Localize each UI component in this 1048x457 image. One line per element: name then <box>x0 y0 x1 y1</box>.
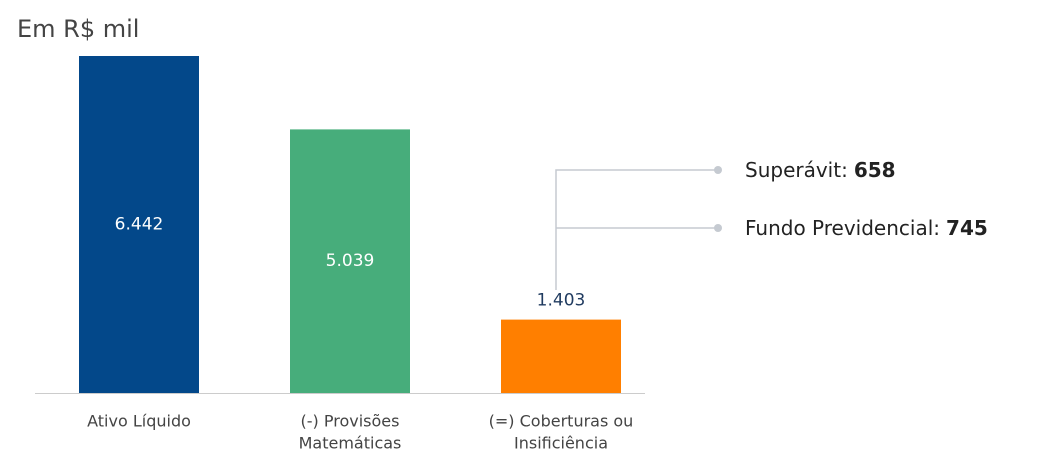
bar <box>79 56 199 393</box>
value-label: 5.039 <box>326 251 375 271</box>
annotation-label: Superávit: <box>745 158 848 182</box>
bar <box>501 319 621 393</box>
x-tick-label: (=) Coberturas ou <box>489 412 634 431</box>
bracket-dot <box>714 166 722 174</box>
bracket <box>555 169 718 290</box>
value-label: 6.442 <box>115 215 164 235</box>
x-tick-label: Ativo Líquido <box>87 412 191 431</box>
annotation-value: 745 <box>946 216 988 240</box>
annotation-value: 658 <box>854 158 896 182</box>
bracket-lines <box>555 169 718 290</box>
x-tick-label: Matemáticas <box>299 434 402 453</box>
annotation-label: Fundo Previdencial: <box>745 216 940 240</box>
bar <box>290 129 410 393</box>
chart-title: Em R$ mil <box>17 15 139 43</box>
value-label: 1.403 <box>537 291 586 311</box>
annotation: Fundo Previdencial: 745 <box>745 216 988 240</box>
x-tick-label: Insificiência <box>514 434 608 453</box>
bracket-dot <box>714 224 722 232</box>
annotation: Superávit: 658 <box>745 158 896 182</box>
x-tick-label: (-) Provisões <box>301 412 400 431</box>
